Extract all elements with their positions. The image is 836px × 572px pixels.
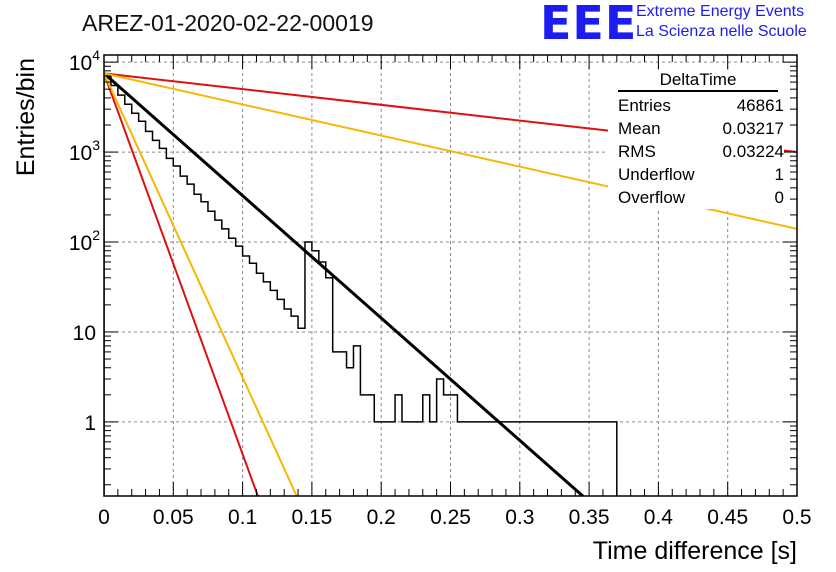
stats-label: RMS xyxy=(618,142,656,161)
stats-label: Underflow xyxy=(618,165,695,184)
y-tick-label: 102 xyxy=(69,227,100,255)
y-tick-label: 10 xyxy=(73,322,96,345)
x-tick-label: 0.4 xyxy=(644,506,674,529)
x-tick-label: 0.05 xyxy=(153,506,194,529)
stats-title: DeltaTime xyxy=(618,70,778,92)
stats-label: Mean xyxy=(618,119,661,138)
y-tick-label: 104 xyxy=(69,47,100,75)
logo-subtitle-2: La Scienza nelle Scuole xyxy=(636,23,807,40)
x-tick-label: 0.45 xyxy=(707,506,748,529)
stats-row-overflow: Overflow 0 xyxy=(608,186,784,209)
y-tick-label: 103 xyxy=(69,137,100,165)
stats-label: Overflow xyxy=(618,188,686,207)
x-tick-label: 0.15 xyxy=(291,506,332,529)
stats-label: Entries xyxy=(618,96,671,115)
stats-row-underflow: Underflow 1 xyxy=(608,163,784,186)
stats-value: 46861 xyxy=(736,96,784,115)
logo-subtitle-1: Extreme Energy Events xyxy=(636,3,805,20)
stats-row-entries: Entries 46861 xyxy=(608,94,784,117)
x-axis-label: Time difference [s] xyxy=(593,537,797,565)
stats-value: 1 xyxy=(774,165,784,184)
stats-value: 0 xyxy=(774,188,784,207)
stats-box: DeltaTime Entries 46861 Mean 0.03217 RMS 0.… xyxy=(608,70,784,209)
y-axis-label: Entries/bin xyxy=(12,58,40,176)
chart-title: AREZ-01-2020-02-22-00019 xyxy=(82,10,374,36)
histogram-outline xyxy=(104,75,618,496)
fit-line-0 xyxy=(104,72,586,496)
x-tick-label: 0.2 xyxy=(367,506,396,529)
x-tick-label: 0.35 xyxy=(569,506,610,529)
fit-line-3 xyxy=(104,73,259,496)
stats-value: 0.03217 xyxy=(722,119,784,138)
x-tick-label: 0.25 xyxy=(430,506,471,529)
x-tick-label: 0.3 xyxy=(505,506,534,529)
stats-row-mean: Mean 0.03217 xyxy=(608,117,784,140)
x-tick-label: 0.1 xyxy=(228,506,257,529)
x-tick-label: 0 xyxy=(98,506,110,529)
fit-line-4 xyxy=(104,72,298,496)
x-tick-label: 0.5 xyxy=(782,506,811,529)
stats-value: 0.03224 xyxy=(722,142,784,161)
eee-logo: EEE xyxy=(540,0,638,50)
stats-row-rms: RMS 0.03224 xyxy=(608,140,784,163)
y-tick-label: 1 xyxy=(84,412,96,435)
